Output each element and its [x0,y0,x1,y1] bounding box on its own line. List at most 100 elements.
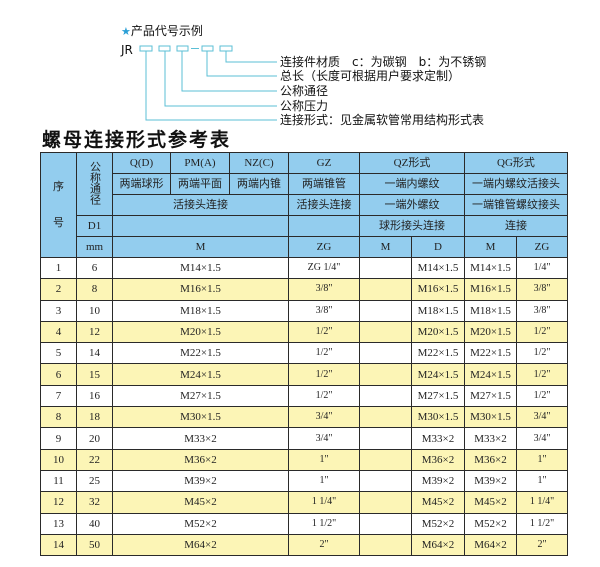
cell-qg-zg: 1/2" [516,320,568,344]
type-header: NZ(C) [229,152,289,174]
cell-m: M64×2 [112,533,289,557]
cell-qz-m [359,533,412,557]
label-connection: 连接形式：见金属软管常用结构形式表 [280,113,485,127]
cell-dn: 8 [76,278,113,301]
conn-header: 活接头连接 [112,194,289,216]
cell-seq: 6 [40,363,77,386]
cell-dn: 50 [76,533,113,557]
table-row: 7 16 M27×1.5 1/2" M27×1.5 M27×1.5 1/2" [40,384,568,408]
cell-qg-zg: 1/4" [516,256,568,280]
cell-qz-d: M36×2 [411,448,465,471]
cell-qz-d: M14×1.5 [411,256,465,280]
cell-qz-d: M64×2 [411,533,465,557]
unit-header: M [359,236,412,258]
cell-qz-m [359,342,412,365]
unit-header: M [464,236,517,258]
type-header: QG形式 [464,152,568,174]
example-heading: ★产品代号示例 [121,24,203,38]
cell-qg-m: M27×1.5 [464,384,517,408]
cell-seq: 10 [40,448,77,471]
empty-header [288,215,360,237]
dn-header: 公称通径 [76,152,113,216]
table-body: 1 6 M14×1.5 ZG 1/4" M14×1.5 M14×1.5 1/4" 2 8 M16×… [40,256,568,557]
cell-gz-zg: 1/2" [288,320,360,344]
cell-qz-d: M18×1.5 [411,299,465,322]
conn-header: 一端外螺纹 [359,194,465,216]
cell-qz-d: M39×2 [411,469,465,493]
cell-qz-d: M16×1.5 [411,278,465,301]
cell-gz-zg: 1 1/4" [288,491,360,514]
type-header: PM(A) [170,152,230,174]
cell-qz-d: M24×1.5 [411,363,465,386]
conn2-header: 球形接头连接 [359,215,465,237]
cell-seq: 9 [40,427,77,450]
cell-dn: 16 [76,384,113,408]
star-icon: ★ [121,25,131,38]
code-box-pressure [158,45,171,52]
cell-qg-m: M39×2 [464,469,517,493]
table-row: 6 15 M24×1.5 1/2" M24×1.5 M24×1.5 1/2" [40,363,568,386]
type-header: GZ [288,152,360,174]
desc-header: 一端内螺纹活接头 [464,173,568,195]
cell-gz-zg: 3/8" [288,278,360,301]
cell-seq: 3 [40,299,77,322]
desc-header: 两端锥管 [288,173,360,195]
table-row: 14 50 M64×2 2" M64×2 M64×2 2" [40,533,568,557]
table-row: 11 25 M39×2 1" M39×2 M39×2 1" [40,469,568,493]
mm-header: mm [76,236,113,258]
cell-m: M33×2 [112,427,289,450]
nut-connection-table: 序号 公称通径 Q(D) PM(A) NZ(C) GZ QZ形式 QG形式 两端… [40,152,568,557]
cell-dn: 15 [76,363,113,386]
cell-seq: 7 [40,384,77,408]
cell-dn: 40 [76,512,113,535]
desc-header: 两端平面 [170,173,230,195]
cell-qg-zg: 1/2" [516,384,568,408]
leader-line [164,51,277,107]
cell-seq: 11 [40,469,77,493]
cell-qz-d: M52×2 [411,512,465,535]
cell-qg-zg: 1 1/2" [516,512,568,535]
cell-m: M14×1.5 [112,256,289,280]
cell-m: M18×1.5 [112,299,289,322]
table-row: 13 40 M52×2 1 1/2" M52×2 M52×2 1 1/2" [40,512,568,535]
code-box-length [201,45,214,52]
cell-qz-m [359,469,412,493]
cell-gz-zg: 1/2" [288,342,360,365]
cell-seq: 12 [40,491,77,514]
leader-line [225,51,277,63]
cell-qz-d: M45×2 [411,491,465,514]
cell-qz-m [359,427,412,450]
cell-m: M36×2 [112,448,289,471]
cell-seq: 4 [40,320,77,344]
cell-m: M22×1.5 [112,342,289,365]
label-diameter: 公称通径 [280,84,329,98]
cell-qz-d: M33×2 [411,427,465,450]
seq-header: 序号 [40,152,77,258]
cell-gz-zg: 2" [288,533,360,557]
table-row: 4 12 M20×1.5 1/2" M20×1.5 M20×1.5 1/2" [40,320,568,344]
cell-gz-zg: 1 1/2" [288,512,360,535]
cell-qz-m [359,256,412,280]
cell-qg-m: M33×2 [464,427,517,450]
cell-qg-zg: 2" [516,533,568,557]
leader-line [181,51,277,92]
cell-gz-zg: 3/4" [288,406,360,429]
cell-seq: 5 [40,342,77,365]
leader-line [206,51,277,77]
cell-gz-zg: 3/4" [288,427,360,450]
cell-dn: 12 [76,320,113,344]
cell-qz-m [359,406,412,429]
table-row: 3 10 M18×1.5 3/8" M18×1.5 M18×1.5 3/8" [40,299,568,322]
unit-header: D [411,236,465,258]
table-row: 1 6 M14×1.5 ZG 1/4" M14×1.5 M14×1.5 1/4" [40,256,568,280]
d1-header: D1 [76,215,113,237]
code-prefix: JR [121,43,133,57]
cell-qz-m [359,384,412,408]
cell-m: M27×1.5 [112,384,289,408]
cell-qg-zg: 1/2" [516,363,568,386]
cell-seq: 8 [40,406,77,429]
cell-seq: 13 [40,512,77,535]
cell-qz-m [359,363,412,386]
cell-qg-m: M64×2 [464,533,517,557]
